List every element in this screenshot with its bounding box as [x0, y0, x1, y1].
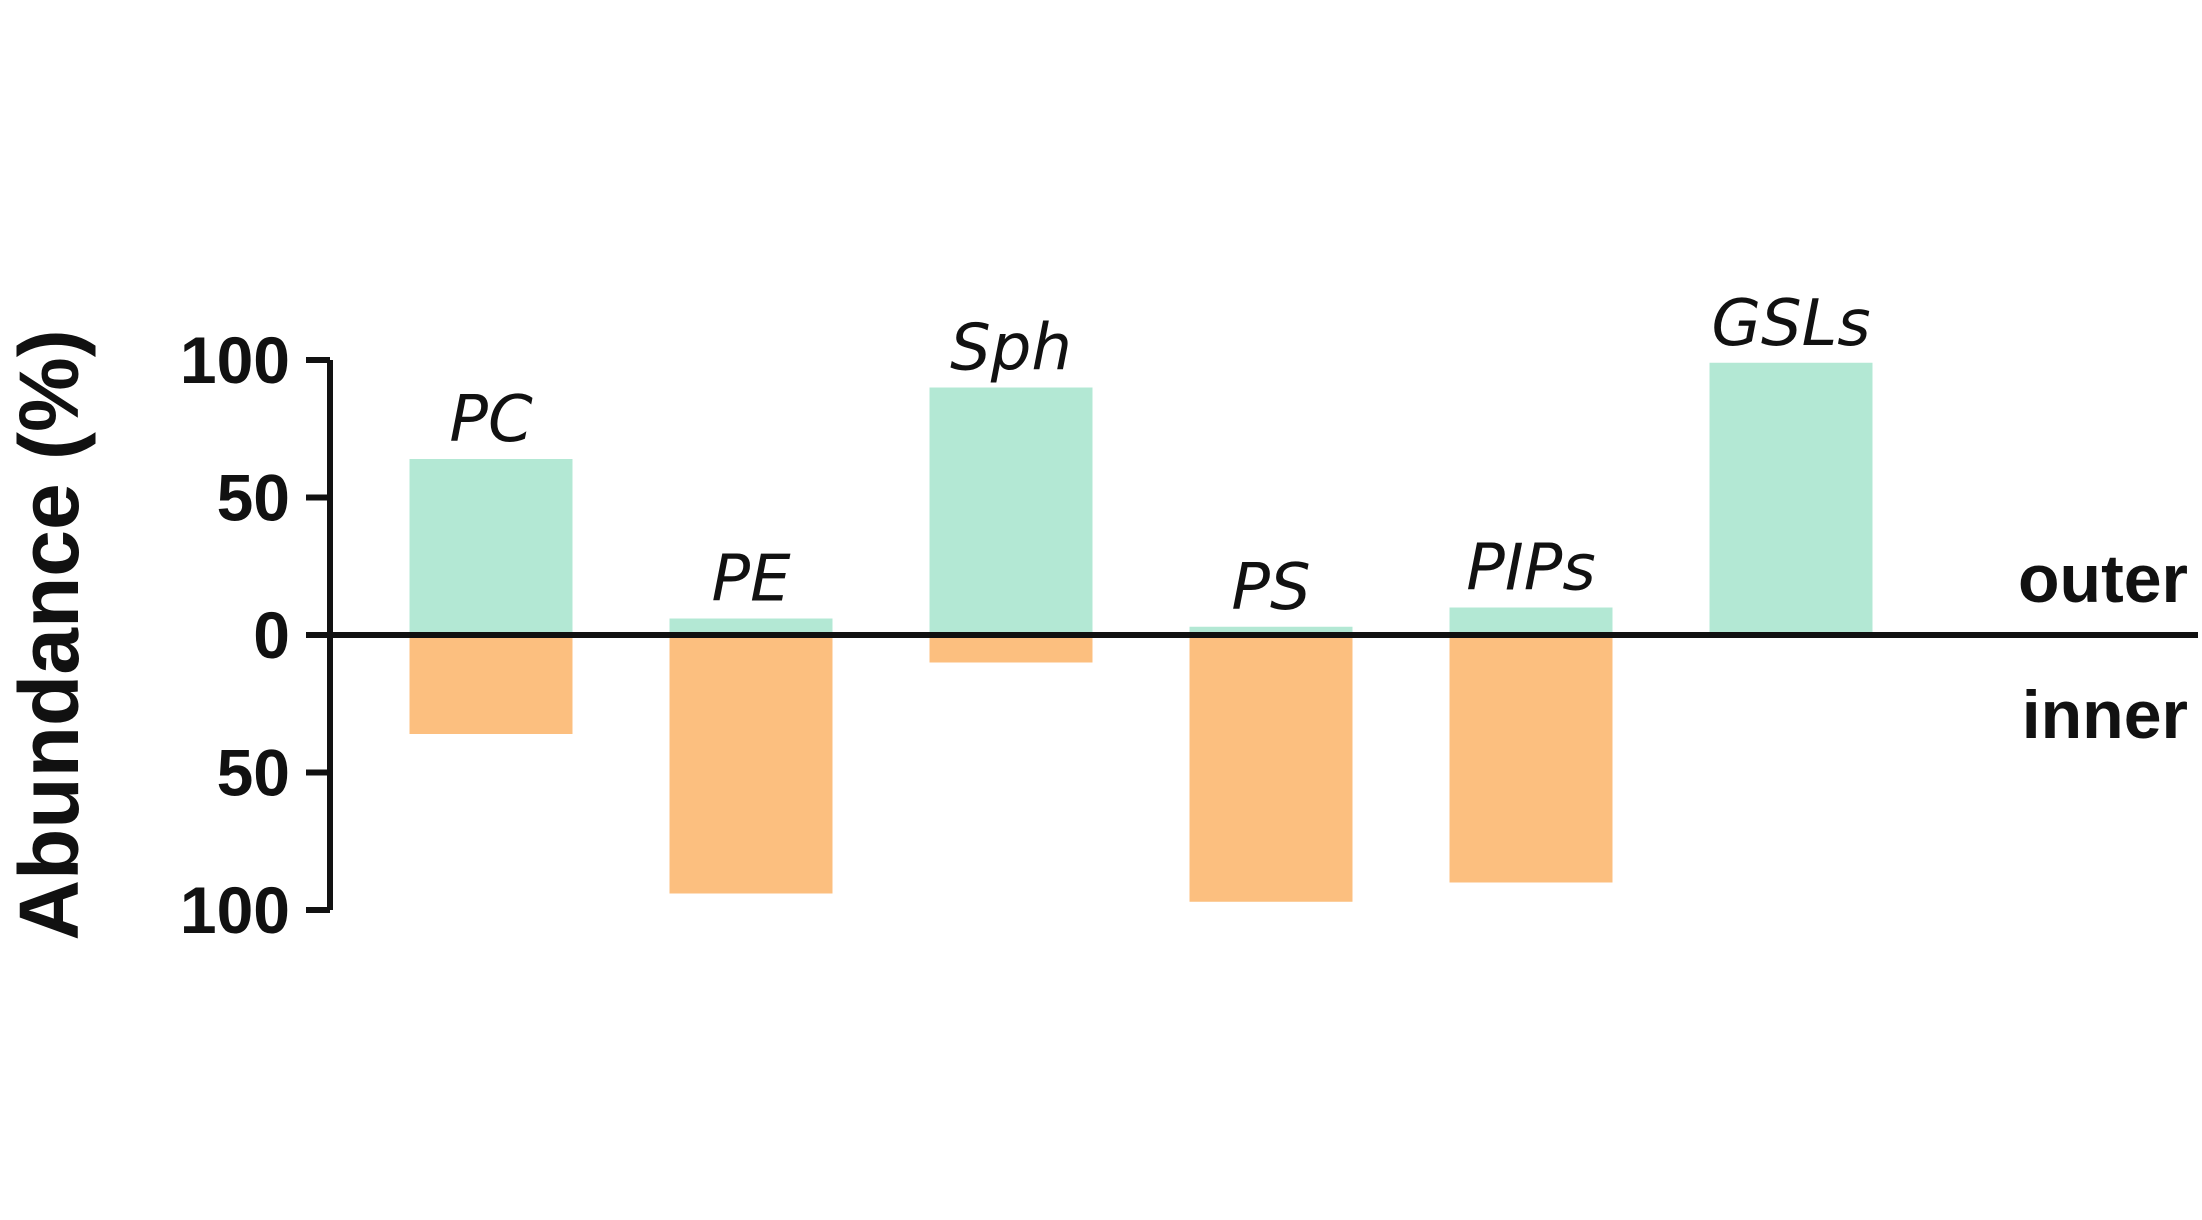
- bar-inner-ps: [1189, 635, 1353, 902]
- category-label-pe: PE: [711, 543, 791, 617]
- y-tick-label: 50: [217, 461, 290, 535]
- category-label-pc: PC: [449, 383, 533, 457]
- category-label-pips: PIPs: [1466, 532, 1595, 606]
- bar-outer-pips: [1449, 607, 1613, 635]
- y-tick-label: 100: [180, 323, 290, 397]
- bar-inner-pips: [1449, 635, 1613, 883]
- bar-inner-pc: [409, 635, 573, 734]
- bar-outer-ps: [1189, 626, 1353, 635]
- category-labels: PC PE Sph PS PIPs GSLs: [449, 287, 1870, 625]
- bar-outer-gsls: [1709, 362, 1873, 635]
- y-axis-label: Abundance (%): [2, 329, 96, 940]
- category-label-gsls: GSLs: [1711, 287, 1870, 361]
- bar-outer-sph: [929, 387, 1093, 635]
- y-axis-ticks: 100 50 0 50 100: [180, 323, 330, 947]
- bar-outer-pc: [409, 459, 573, 635]
- y-tick-label: 100: [180, 873, 290, 947]
- bar-outer-pe: [669, 618, 833, 635]
- inner-region-label: inner: [2022, 677, 2188, 753]
- outer-region-label: outer: [2018, 541, 2188, 617]
- category-label-ps: PS: [1231, 551, 1310, 625]
- y-tick-label: 0: [253, 598, 290, 672]
- inner-bars: [409, 635, 1873, 902]
- category-label-sph: Sph: [950, 312, 1072, 386]
- bar-inner-pe: [669, 635, 833, 894]
- y-tick-label: 50: [217, 736, 290, 810]
- bar-inner-sph: [929, 635, 1093, 663]
- outer-bars: [409, 362, 1873, 635]
